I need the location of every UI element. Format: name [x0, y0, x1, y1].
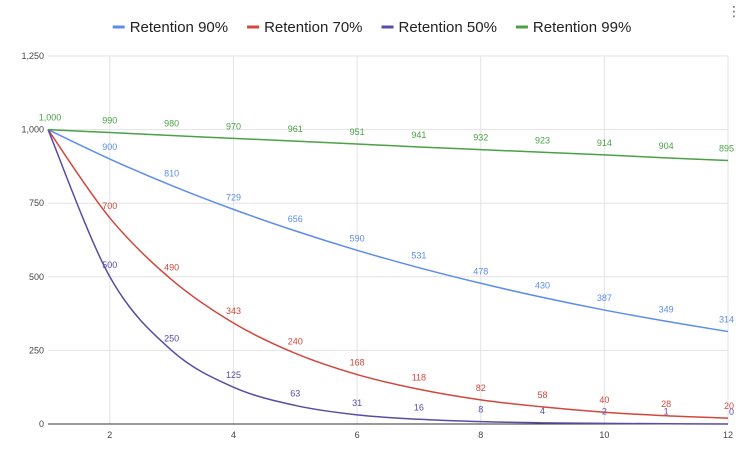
y-tick-label: 500 — [29, 272, 44, 282]
x-tick-label: 2 — [107, 430, 112, 440]
y-tick-label: 1,000 — [21, 125, 44, 135]
x-tick-label: 10 — [599, 430, 609, 440]
data-label: 970 — [226, 121, 241, 131]
y-tick-label: 250 — [29, 345, 44, 355]
data-label: 2 — [602, 406, 607, 416]
data-label: 980 — [164, 118, 179, 128]
y-tick-label: 0 — [39, 419, 44, 429]
x-tick-label: 8 — [478, 430, 483, 440]
data-label: 8 — [478, 405, 483, 415]
data-label: 932 — [473, 133, 488, 143]
legend-entry-retention-90[interactable]: Retention 90% — [130, 19, 228, 36]
legend-entry-retention-70[interactable]: Retention 70% — [264, 19, 362, 36]
data-label: 314 — [719, 315, 734, 325]
data-label: 28 — [661, 399, 671, 409]
data-label: 1,000 — [39, 113, 62, 123]
data-label: 1 — [664, 407, 669, 417]
data-label: 387 — [597, 293, 612, 303]
data-label: 58 — [538, 390, 548, 400]
data-label: 63 — [290, 388, 300, 398]
kebab-menu-icon[interactable]: ⋮ — [727, 4, 741, 20]
data-label: 343 — [226, 306, 241, 316]
data-label: 961 — [288, 124, 303, 134]
data-label: 590 — [350, 233, 365, 243]
y-tick-label: 750 — [29, 198, 44, 208]
data-label: 729 — [226, 192, 241, 202]
data-label: 250 — [164, 333, 179, 343]
x-tick-label: 6 — [355, 430, 360, 440]
data-label: 490 — [164, 263, 179, 273]
data-labels: 9008107296565905314784303873493147004903… — [39, 113, 734, 417]
data-label: 240 — [288, 336, 303, 346]
data-label: 20 — [724, 401, 734, 411]
data-label: 656 — [288, 214, 303, 224]
x-tick-label: 4 — [231, 430, 236, 440]
series-line-retention-90 — [47, 128, 729, 333]
data-label: 125 — [226, 370, 241, 380]
data-label: 923 — [535, 135, 550, 145]
data-label: 0 — [729, 407, 734, 417]
data-label: 904 — [659, 141, 674, 151]
data-label: 118 — [412, 372, 426, 382]
legend: Retention 90% Retention 70% Retention 50% R… — [112, 19, 631, 36]
data-label: 990 — [102, 116, 117, 126]
data-label: 349 — [659, 304, 674, 314]
x-tick-label: 12 — [723, 430, 733, 440]
data-label: 4 — [540, 406, 545, 416]
data-label: 478 — [473, 266, 488, 276]
data-label: 40 — [599, 395, 609, 405]
data-label: 531 — [411, 251, 426, 261]
data-label: 941 — [411, 130, 426, 140]
data-label: 810 — [164, 169, 179, 179]
data-label: 31 — [352, 398, 362, 408]
data-label: 168 — [350, 358, 365, 368]
data-label: 914 — [597, 138, 612, 148]
data-label: 500 — [102, 260, 117, 270]
series-line-retention-99 — [47, 128, 729, 162]
data-label: 900 — [102, 142, 117, 152]
data-label: 16 — [414, 402, 424, 412]
legend-entry-retention-99[interactable]: Retention 99% — [533, 19, 631, 36]
series-group — [47, 128, 729, 425]
grid — [48, 55, 729, 424]
y-tick-label: 1,250 — [21, 51, 44, 61]
data-label: 82 — [476, 383, 486, 393]
data-label: 951 — [350, 127, 365, 137]
data-label: 430 — [535, 280, 550, 290]
legend-entry-retention-50[interactable]: Retention 50% — [399, 19, 497, 36]
series-line-retention-50 — [47, 129, 729, 425]
data-label: 895 — [719, 144, 734, 154]
data-label: 700 — [102, 201, 117, 211]
series-line-retention-70 — [47, 129, 729, 419]
